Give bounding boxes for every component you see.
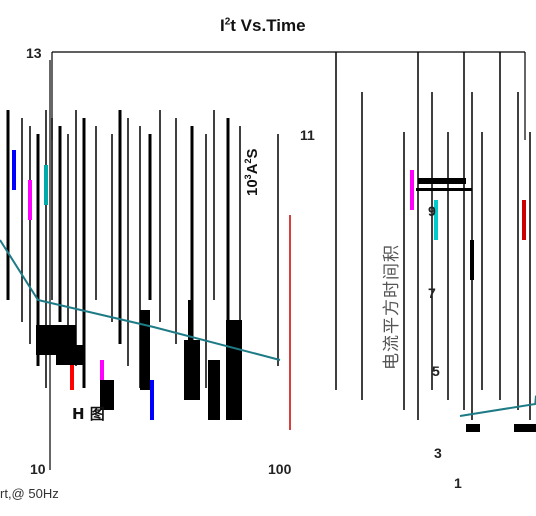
plot-frame — [51, 51, 526, 430]
artifact-8 — [434, 200, 438, 240]
curve-series-1 — [0, 239, 281, 361]
ink-block-8 — [466, 424, 480, 432]
artifact-5 — [150, 380, 154, 420]
x-tick-label-2: 1 — [454, 475, 462, 491]
tick-labels: 10 100 1 13 11 9 7 5 3 — [26, 45, 462, 491]
ink-block-5 — [208, 360, 220, 420]
artifact-1 — [28, 180, 32, 220]
curves-group — [0, 239, 536, 417]
y-tick-label-0: 13 — [26, 45, 42, 61]
bracket-marker — [416, 188, 472, 191]
artifact-3 — [70, 350, 74, 390]
x-tick-label-1: 100 — [268, 461, 292, 477]
ink-block-7 — [418, 178, 466, 184]
ink-block-6 — [226, 320, 242, 420]
ink-block-9 — [514, 424, 536, 432]
y-tick-label-3: 7 — [428, 285, 436, 301]
footer-note: rt,@ 50Hz — [0, 486, 59, 501]
ink-block-2 — [100, 380, 114, 410]
artifact-11 — [410, 170, 414, 210]
scan-artifacts — [12, 150, 536, 432]
artifact-10 — [522, 200, 526, 240]
x-tick-label-0: 10 — [30, 461, 46, 477]
ink-block-1 — [56, 345, 84, 365]
y-unit-label: 103A2S — [243, 148, 261, 196]
artifact-0 — [12, 150, 16, 190]
artifact-9 — [470, 240, 474, 280]
artifact-2 — [44, 165, 48, 205]
y-tick-label-5: 3 — [434, 445, 442, 461]
y-axis-label: 电流平方时间积 — [382, 244, 402, 370]
artifact-6 — [188, 300, 192, 340]
ink-block-4 — [184, 340, 200, 400]
chart-title: I2t Vs.Time — [220, 16, 306, 35]
y-tick-label-1: 11 — [300, 127, 315, 143]
y-tick-label-2: 9 — [428, 203, 436, 219]
inset-label: H 图 — [72, 405, 105, 423]
y-tick-label-4: 5 — [432, 363, 440, 379]
ink-block-3 — [140, 310, 150, 390]
